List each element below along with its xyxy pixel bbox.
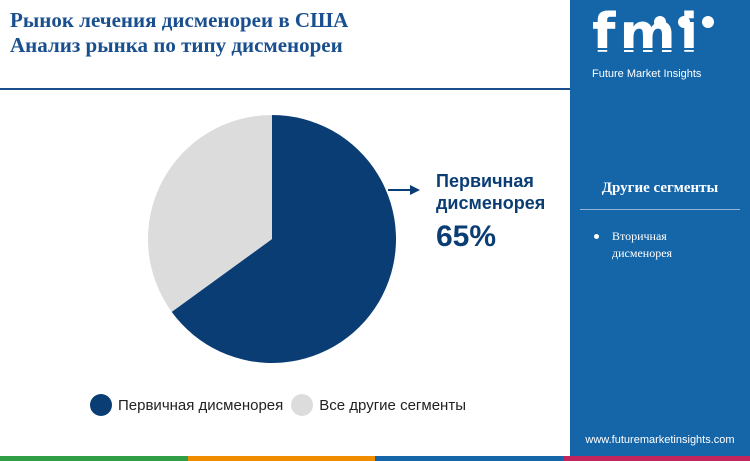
other-segments-heading: Другие сегменты <box>601 180 719 196</box>
arrow-head-icon <box>410 185 420 195</box>
callout-label-line-2: дисменорея <box>436 193 546 213</box>
legend-item-primary: Первичная дисменорея <box>90 394 283 416</box>
chart-legend: Первичная дисменорея Все другие сегменты <box>90 394 474 416</box>
logo-tagline: Future Market Insights <box>592 68 702 80</box>
bottom-bar-segment <box>0 456 188 461</box>
title-divider <box>0 88 570 90</box>
bottom-bar-segment <box>562 456 750 461</box>
globe-icon <box>702 16 714 28</box>
callout-label-line-1: Первичная <box>436 171 534 191</box>
bullet-icon <box>594 234 599 239</box>
title-line-2: Анализ рынка по типу дисменореи <box>10 33 343 57</box>
bottom-bar-segment <box>187 456 375 461</box>
pie-slice-primary <box>171 115 396 363</box>
title-line-1: Рынок лечения дисменореи в США <box>10 8 349 32</box>
legend-item-other: Все другие сегменты <box>291 394 466 416</box>
globe-icon <box>678 16 690 28</box>
callout-value: 65% <box>436 220 497 253</box>
callout-arrow <box>388 185 420 195</box>
pie-callout: Первичная дисменорея 65% <box>436 170 545 254</box>
logo-stripes-icon <box>592 48 732 60</box>
segment-label-line-2: дисменорея <box>612 246 673 260</box>
segment-label-line-1: Вторичная <box>612 229 667 243</box>
legend-label-primary: Первичная дисменорея <box>118 396 284 414</box>
pie-chart <box>148 115 420 363</box>
pie-slice-other <box>148 115 272 312</box>
website-url: www.futuremarketinsights.com <box>585 434 735 446</box>
bottom-bar-segment <box>375 456 563 461</box>
pie-slices <box>148 115 396 363</box>
legend-swatch-primary <box>90 394 112 416</box>
chart-title: Рынок лечения дисменореи в США Анализ ры… <box>10 8 550 58</box>
fmi-logo: fmi Future Market Insights <box>592 4 732 90</box>
side-panel: fmi Future Market Insights Другие сегмен… <box>570 0 750 461</box>
globe-icon <box>654 16 666 28</box>
legend-swatch-other <box>291 394 314 416</box>
legend-label-other: Все другие сегменты <box>319 396 466 414</box>
panel-divider <box>580 209 740 210</box>
segment-list-item: Вторичная дисменорея <box>594 228 734 262</box>
bottom-color-bar <box>0 456 750 461</box>
